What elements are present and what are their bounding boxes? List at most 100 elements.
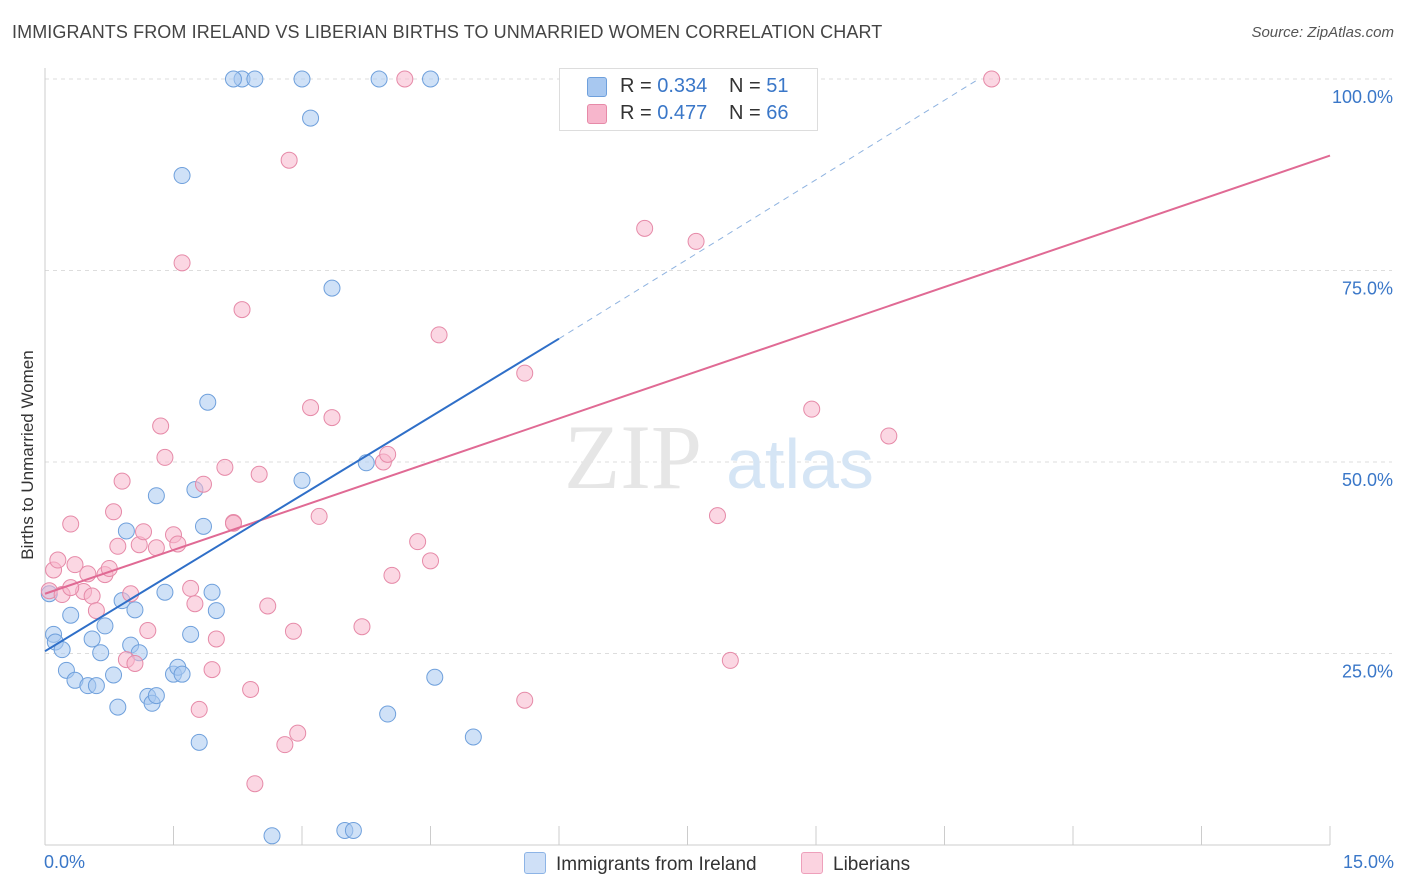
point-liberians (284, 622, 302, 640)
point-liberians (139, 622, 157, 640)
point-liberians (280, 151, 298, 169)
point-ireland (109, 698, 127, 716)
point-ireland (302, 109, 320, 127)
legend-r-value-liberians: 0.477 (657, 102, 708, 124)
legend-n-label: N = (729, 102, 767, 124)
series-liberians-points (40, 70, 1001, 793)
trend-lines (44, 78, 1331, 653)
point-ireland (87, 677, 105, 695)
point-ireland (379, 705, 397, 723)
point-ireland (62, 606, 80, 624)
point-liberians (422, 552, 439, 570)
point-liberians (396, 70, 414, 88)
point-ireland (263, 827, 281, 845)
point-ireland (194, 517, 212, 535)
y-tick-label: 75.0% (1342, 279, 1393, 299)
point-ireland (92, 644, 110, 662)
point-liberians (721, 651, 739, 669)
point-ireland (156, 583, 174, 601)
point-ireland (464, 728, 482, 746)
point-liberians (126, 654, 144, 672)
point-liberians (49, 551, 67, 569)
bottom-legend-label-liberians: Liberians (833, 854, 911, 875)
watermark: ZIP atlas (564, 406, 874, 508)
bottom-legend-label-ireland: Immigrants from Ireland (556, 854, 757, 875)
legend-n-label: N = (729, 75, 767, 97)
point-ireland (323, 279, 341, 297)
bottom-legend-ireland: Immigrants from Ireland (524, 852, 757, 876)
point-liberians (276, 736, 294, 754)
legend-swatch-liberians (587, 104, 607, 124)
watermark-atlas: atlas (726, 425, 874, 503)
source-label: Source: ZipAtlas.com (1251, 24, 1394, 41)
point-liberians (113, 472, 131, 490)
point-ireland (117, 522, 135, 540)
bottom-legend-swatch-liberians (801, 852, 823, 874)
point-ireland (293, 471, 311, 489)
chart-title: IMMIGRANTS FROM IRELAND VS LIBERIAN BIRT… (12, 22, 883, 42)
point-liberians (109, 537, 127, 555)
point-liberians (135, 523, 153, 541)
point-liberians (310, 507, 328, 525)
point-liberians (207, 630, 225, 648)
correlation-legend: R = 0.334 N = 51 R = 0.477 N = 66 (559, 68, 818, 131)
trend-line-liberians (44, 154, 1331, 595)
y-tick-label: 100.0% (1332, 87, 1393, 107)
point-liberians (708, 507, 726, 525)
point-ireland (357, 454, 375, 472)
point-liberians (353, 618, 371, 636)
series-ireland-points (40, 70, 482, 845)
point-liberians (203, 661, 221, 679)
legend-r-value-ireland: 0.334 (657, 75, 708, 97)
point-liberians (259, 597, 277, 615)
point-liberians (323, 409, 341, 427)
point-liberians (242, 681, 260, 699)
legend-swatch-ireland (587, 77, 607, 97)
point-ireland (344, 821, 362, 839)
trend-line-ireland (44, 337, 560, 653)
axes (44, 68, 1331, 846)
legend-n-value-ireland: 51 (766, 75, 789, 97)
point-liberians (516, 364, 534, 382)
legend-r-label: R = (620, 102, 658, 124)
point-liberians (302, 399, 320, 417)
point-liberians (216, 458, 234, 476)
point-liberians (250, 465, 268, 483)
point-liberians (105, 503, 123, 521)
point-ireland (147, 687, 165, 705)
point-liberians (383, 566, 401, 584)
bottom-legend-liberians: Liberians (801, 852, 910, 876)
point-liberians (687, 232, 705, 250)
point-liberians (83, 587, 101, 605)
point-liberians (190, 700, 208, 718)
watermark-zip: ZIP (564, 406, 702, 508)
y-tick-label: 50.0% (1342, 470, 1393, 490)
point-ireland (173, 167, 191, 185)
point-liberians (636, 219, 654, 237)
point-ireland (190, 733, 208, 751)
point-liberians (186, 595, 204, 613)
point-ireland (105, 666, 123, 684)
point-ireland (199, 393, 217, 411)
point-liberians (182, 579, 200, 597)
grid (45, 78, 1392, 654)
point-liberians (152, 417, 170, 435)
point-liberians (246, 775, 264, 793)
point-ireland (293, 70, 311, 88)
point-liberians (983, 70, 1001, 88)
point-liberians (233, 301, 251, 319)
point-liberians (409, 533, 427, 551)
y-tick-labels: 25.0% 50.0% 75.0% 100.0% (1332, 87, 1393, 682)
point-liberians (156, 448, 174, 466)
trend-line-ireland-extension (558, 78, 980, 340)
point-liberians (430, 326, 448, 344)
bottom-legend-swatch-ireland (524, 852, 546, 874)
point-liberians (289, 724, 307, 742)
point-ireland (203, 583, 221, 601)
point-liberians (880, 427, 898, 445)
point-liberians (379, 445, 397, 463)
point-ireland (147, 487, 165, 505)
point-ireland (370, 70, 388, 88)
point-liberians (66, 556, 84, 574)
x-tick-label-max: 15.0% (1342, 852, 1394, 872)
